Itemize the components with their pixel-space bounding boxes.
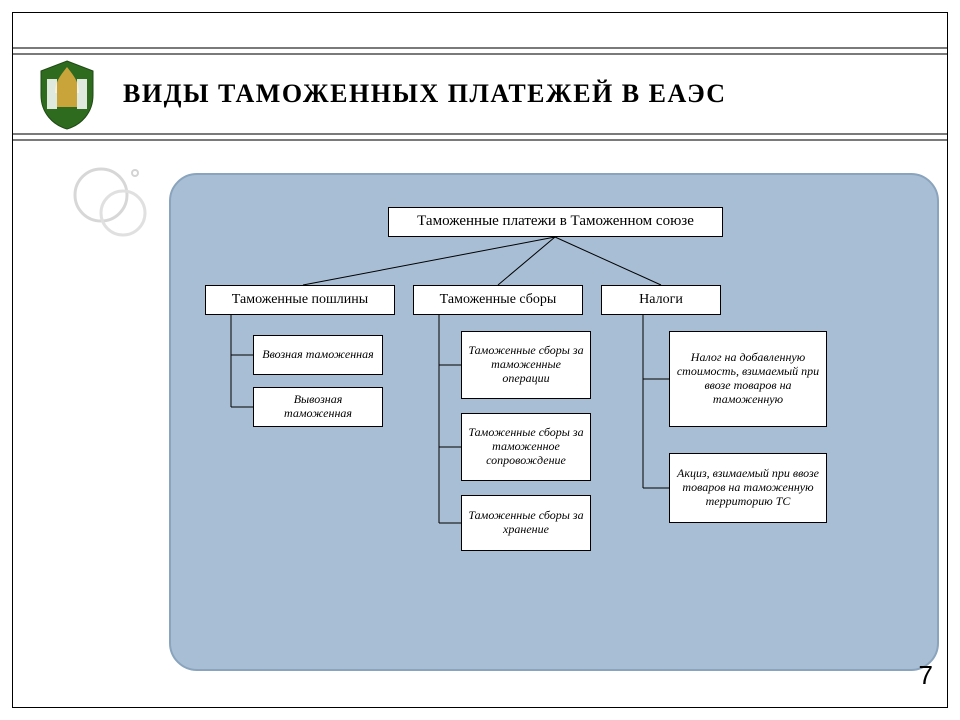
tree-leaf-fees-0: Таможенные сборы за таможенные операции bbox=[461, 331, 591, 399]
tree-leaf-fees-1: Таможенные сборы за таможенное сопровожд… bbox=[461, 413, 591, 481]
tree-category-taxes: Налоги bbox=[601, 285, 721, 315]
tree-root: Таможенные платежи в Таможенном союзе bbox=[388, 207, 723, 237]
tree-leaf-taxes-1: Акциз, взимаемый при ввозе товаров на та… bbox=[669, 453, 827, 523]
page-number: 7 bbox=[919, 660, 933, 691]
tree-category-duties: Таможенные пошлины bbox=[205, 285, 395, 315]
tree-leaf-fees-2: Таможенные сборы за хранение bbox=[461, 495, 591, 551]
tree-leaf-taxes-0: Налог на добавленную стоимость, взимаемы… bbox=[669, 331, 827, 427]
tree-leaf-duties-0: Ввозная таможенная bbox=[253, 335, 383, 375]
slide-frame: ВИДЫ ТАМОЖЕННЫХ ПЛАТЕЖЕЙ В ЕАЭС Таможенн… bbox=[12, 12, 948, 708]
tree-category-fees: Таможенные сборы bbox=[413, 285, 583, 315]
tree-leaf-duties-1: Вывозная таможенная bbox=[253, 387, 383, 427]
